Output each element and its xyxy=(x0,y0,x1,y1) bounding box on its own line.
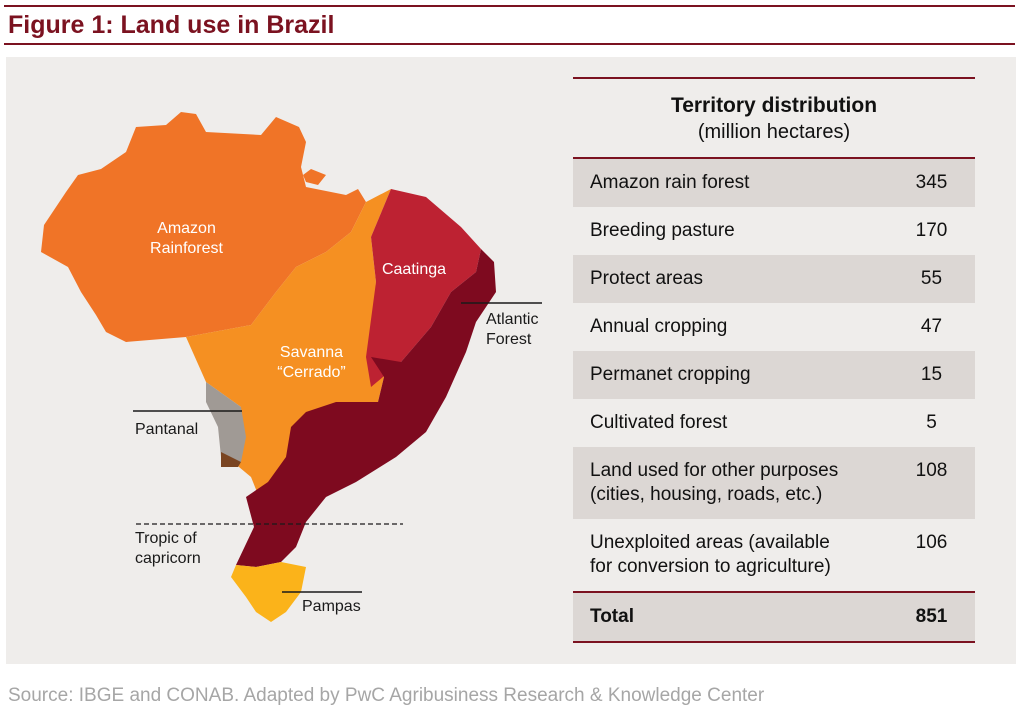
label-savanna-line1: Savanna xyxy=(279,344,344,361)
label-amazon-line1: Amazon xyxy=(157,220,216,237)
row-label: Protect areas xyxy=(590,268,703,289)
table-top-rule xyxy=(573,77,975,79)
title-top-rule xyxy=(4,5,1015,7)
row-label: Permanet cropping xyxy=(590,364,751,385)
table-row: Unexploited areas (available for convers… xyxy=(573,519,975,591)
row-value: 108 xyxy=(915,460,948,481)
row-label: Cultivated forest xyxy=(590,412,728,433)
row-label: Land used for other purposes (cities, ho… xyxy=(590,459,888,507)
label-savanna-line2: “Cerrado” xyxy=(277,364,346,381)
table-total-rule xyxy=(573,591,975,593)
table-row: Permanet cropping 15 xyxy=(573,351,975,399)
label-tropic-line1: Tropic of xyxy=(135,530,197,547)
row-value: 55 xyxy=(920,268,943,289)
label-pantanal-line1: Pantanal xyxy=(135,421,199,438)
label-pampas-line1: Pampas xyxy=(302,598,361,615)
label-atlantic: Atlantic Forest xyxy=(486,310,538,350)
row-label-line2: (cities, housing, roads, etc.) xyxy=(590,484,823,505)
source-note: Source: IBGE and CONAB. Adapted by PwC A… xyxy=(8,685,765,706)
total-label: Total xyxy=(590,606,634,627)
figure-panel: Amazon Rainforest Savanna “Cerrado” Caat… xyxy=(6,57,1016,664)
row-label: Unexploited areas (available for convers… xyxy=(590,531,888,579)
label-pampas: Pampas xyxy=(302,597,361,617)
table-header-rule xyxy=(573,157,975,159)
table-row: Land used for other purposes (cities, ho… xyxy=(573,447,975,519)
table-row: Cultivated forest 5 xyxy=(573,399,975,447)
row-value: 47 xyxy=(920,316,943,337)
row-label: Annual cropping xyxy=(590,316,728,337)
table-title: Territory distribution xyxy=(670,93,878,117)
region-pampas xyxy=(231,562,306,622)
label-atlantic-line2: Forest xyxy=(486,331,532,348)
row-value: 345 xyxy=(915,172,948,193)
label-tropic-line2: capricorn xyxy=(135,550,201,567)
brazil-map xyxy=(41,112,542,622)
total-value: 851 xyxy=(915,606,948,627)
table-total-row: Total 851 xyxy=(573,593,975,641)
row-value: 170 xyxy=(915,220,948,241)
region-caatinga xyxy=(366,189,481,387)
table-row: Protect areas 55 xyxy=(573,255,975,303)
region-amazon xyxy=(41,112,366,342)
label-atlantic-line1: Atlantic xyxy=(486,311,539,328)
territory-table: Territory distribution (million hectares… xyxy=(573,77,975,643)
row-label-line1: Unexploited areas (available xyxy=(590,532,830,553)
row-value: 5 xyxy=(926,412,937,433)
region-pantanal xyxy=(206,382,246,462)
table-row: Annual cropping 47 xyxy=(573,303,975,351)
label-savanna: Savanna “Cerrado” xyxy=(264,343,359,383)
label-caatinga-line1: Caatinga xyxy=(381,261,447,278)
figure-title: Figure 1: Land use in Brazil xyxy=(8,11,335,39)
label-pantanal: Pantanal xyxy=(135,420,198,440)
region-atlantic xyxy=(236,249,496,567)
row-label-line1: Land used for other purposes xyxy=(590,460,839,481)
label-amazon: Amazon Rainforest xyxy=(134,219,239,259)
label-caatinga: Caatinga xyxy=(374,260,454,280)
label-tropic: Tropic of capricorn xyxy=(135,529,201,569)
row-label: Breeding pasture xyxy=(590,220,735,241)
table-subtitle: (million hectares) xyxy=(697,120,851,143)
title-bottom-rule xyxy=(4,43,1015,45)
row-value: 106 xyxy=(915,532,948,553)
table-bottom-rule xyxy=(573,641,975,643)
row-label-line2: for conversion to agriculture) xyxy=(590,556,831,577)
region-amazon-islet xyxy=(303,169,326,185)
table-header: Territory distribution (million hectares… xyxy=(573,79,975,157)
table-row: Breeding pasture 170 xyxy=(573,207,975,255)
region-pantanal-brown xyxy=(221,452,241,467)
label-amazon-line2: Rainforest xyxy=(150,240,223,257)
table-row: Amazon rain forest 345 xyxy=(573,159,975,207)
row-value: 15 xyxy=(920,364,943,385)
row-label: Amazon rain forest xyxy=(590,172,750,193)
